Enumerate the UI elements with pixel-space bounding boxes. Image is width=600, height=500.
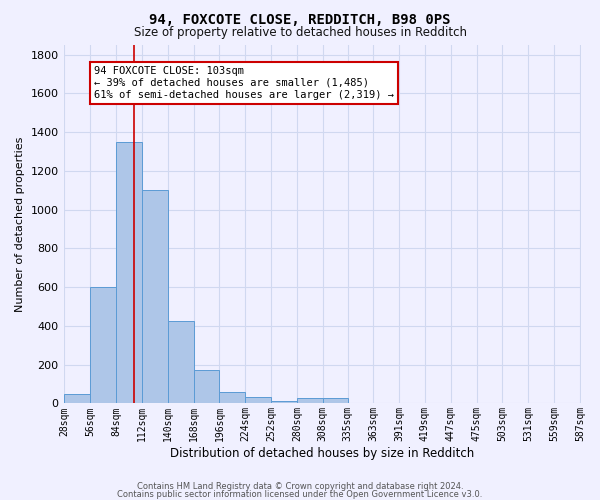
Bar bbox=[323, 398, 349, 404]
Y-axis label: Number of detached properties: Number of detached properties bbox=[15, 136, 25, 312]
Bar bbox=[168, 321, 194, 404]
X-axis label: Distribution of detached houses by size in Redditch: Distribution of detached houses by size … bbox=[170, 447, 475, 460]
Bar bbox=[297, 398, 323, 404]
Bar bbox=[220, 392, 245, 404]
Bar bbox=[142, 190, 168, 404]
Text: 94 FOXCOTE CLOSE: 103sqm
← 39% of detached houses are smaller (1,485)
61% of sem: 94 FOXCOTE CLOSE: 103sqm ← 39% of detach… bbox=[94, 66, 394, 100]
Bar bbox=[194, 370, 220, 404]
Text: 94, FOXCOTE CLOSE, REDDITCH, B98 0PS: 94, FOXCOTE CLOSE, REDDITCH, B98 0PS bbox=[149, 12, 451, 26]
Bar bbox=[245, 396, 271, 404]
Text: Size of property relative to detached houses in Redditch: Size of property relative to detached ho… bbox=[133, 26, 467, 39]
Bar bbox=[64, 394, 90, 404]
Text: Contains public sector information licensed under the Open Government Licence v3: Contains public sector information licen… bbox=[118, 490, 482, 499]
Bar bbox=[271, 402, 297, 404]
Text: Contains HM Land Registry data © Crown copyright and database right 2024.: Contains HM Land Registry data © Crown c… bbox=[137, 482, 463, 491]
Bar bbox=[116, 142, 142, 404]
Bar bbox=[90, 287, 116, 404]
